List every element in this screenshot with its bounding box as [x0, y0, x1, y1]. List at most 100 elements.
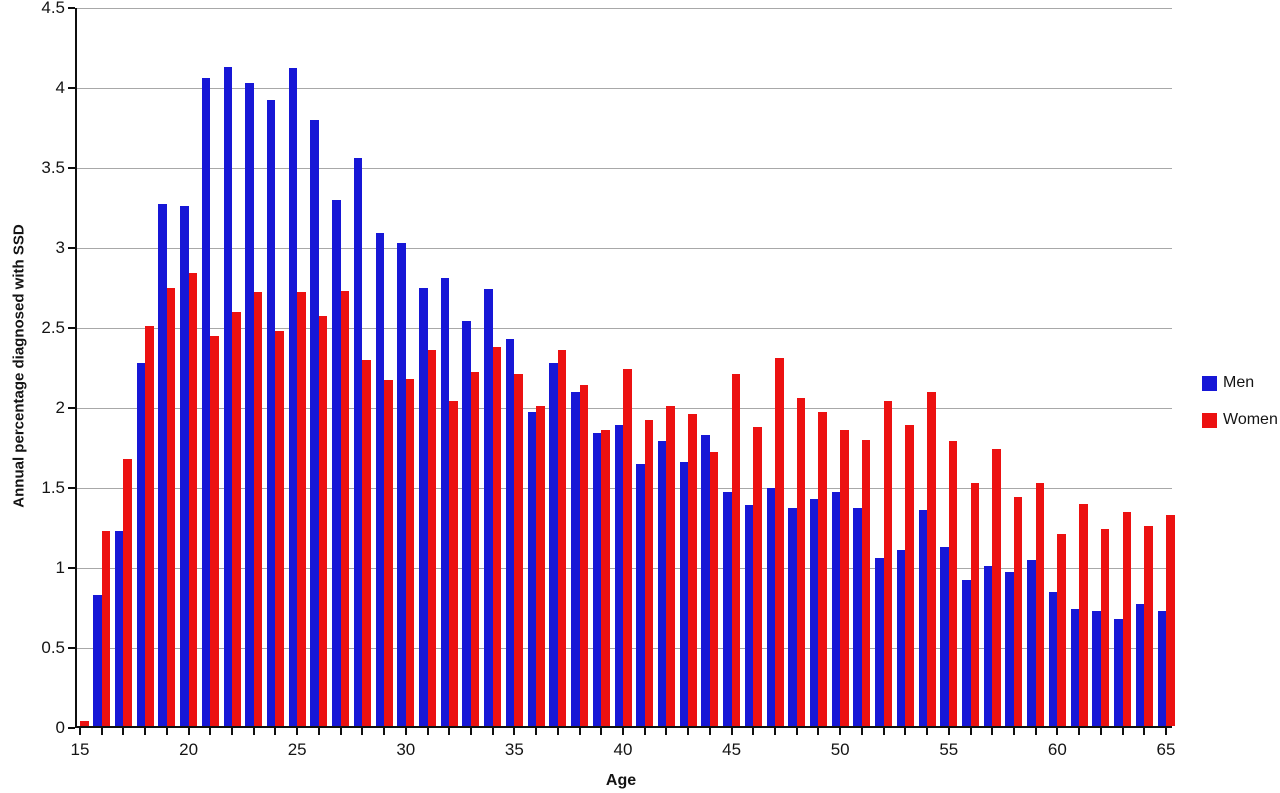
x-axis-tick [578, 728, 581, 735]
x-axis-tick [274, 728, 277, 735]
x-axis-tick [1121, 728, 1124, 735]
bar-men-20 [180, 206, 189, 726]
bar-women-18 [145, 326, 154, 726]
bar-women-59 [1035, 482, 1045, 726]
bar-men-40 [614, 425, 623, 726]
bar-men-18 [136, 362, 146, 726]
bar-men-41 [636, 463, 645, 726]
gridline-y-2.5 [77, 327, 1172, 329]
x-axis-tick [600, 728, 603, 735]
bar-women-65 [1166, 514, 1175, 726]
y-tick-label: 1.5 [41, 478, 65, 497]
x-axis-tick [79, 728, 81, 735]
x-axis-tick [513, 728, 516, 735]
x-axis-tick [209, 728, 212, 735]
bar-women-23 [253, 292, 263, 726]
x-tick-label: 35 [504, 740, 524, 759]
y-tick-label: 3.5 [41, 158, 65, 177]
x-axis-title: Age [605, 772, 637, 789]
bar-women-63 [1122, 511, 1132, 726]
bar-men-16 [93, 594, 102, 726]
bar-men-35 [505, 338, 515, 726]
x-axis-tick [795, 728, 798, 735]
bar-women-33 [470, 372, 480, 726]
gridline-y-3.5 [77, 167, 1172, 169]
y-axis-tick [68, 7, 75, 9]
bar-women-35 [514, 374, 523, 726]
bar-women-45 [731, 374, 741, 726]
x-axis-tick [231, 728, 234, 735]
bar-women-62 [1100, 529, 1110, 726]
x-tick-label: 60 [1047, 740, 1067, 759]
bar-men-49 [809, 498, 819, 726]
x-axis-tick [947, 728, 950, 735]
bar-men-50 [831, 492, 841, 726]
bar-men-22 [223, 66, 233, 726]
x-axis-tick [296, 728, 299, 735]
y-tick-label: 0.5 [41, 638, 65, 657]
x-axis-tick [404, 728, 407, 735]
bar-men-26 [310, 119, 319, 726]
x-axis-tick [361, 728, 364, 735]
y-axis-tick [68, 407, 75, 409]
y-tick-label: 3 [55, 238, 65, 257]
bar-women-38 [579, 385, 589, 726]
x-axis-tick [774, 728, 777, 735]
bar-men-52 [875, 558, 884, 726]
x-tick-label: 50 [830, 740, 850, 759]
bar-women-52 [883, 401, 893, 726]
x-axis-tick [860, 728, 863, 735]
bar-men-63 [1114, 618, 1123, 726]
bar-women-19 [166, 287, 176, 726]
bar-men-65 [1157, 610, 1166, 726]
bar-women-22 [232, 311, 241, 726]
bar-women-30 [405, 378, 415, 726]
bar-men-46 [744, 505, 754, 726]
y-axis-tick [68, 327, 75, 329]
x-tick-label: 15 [70, 740, 90, 759]
bar-women-48 [796, 398, 806, 726]
y-axis-tick [68, 247, 75, 249]
x-axis-tick [752, 728, 755, 735]
bar-women-40 [623, 369, 632, 726]
x-axis-tick [122, 728, 125, 735]
x-tick-label: 45 [722, 740, 742, 759]
bar-men-47 [766, 487, 776, 726]
x-axis-tick [926, 728, 929, 735]
bar-men-32 [440, 278, 450, 726]
bar-women-54 [927, 391, 936, 726]
bar-women-51 [861, 439, 871, 726]
bar-men-17 [114, 530, 124, 726]
bar-women-49 [818, 412, 827, 726]
bar-men-44 [701, 434, 710, 726]
bar-men-64 [1135, 604, 1145, 726]
y-axis-tick [68, 567, 75, 569]
y-axis-tick [68, 87, 75, 89]
bar-women-53 [905, 425, 914, 726]
bar-women-27 [340, 290, 350, 726]
bar-men-28 [353, 158, 363, 726]
bar-men-38 [571, 391, 580, 726]
x-axis-tick [622, 728, 624, 735]
x-axis-tick [643, 728, 646, 735]
x-axis-tick [969, 728, 972, 735]
bar-men-57 [983, 566, 993, 726]
bar-women-36 [536, 406, 545, 726]
x-axis-tick [165, 728, 168, 735]
bar-men-48 [788, 508, 797, 726]
y-axis-title: Annual percentage diagnosed with SSD [10, 224, 28, 508]
legend-item-men: Men [1202, 374, 1278, 392]
bar-women-15 [80, 721, 89, 726]
bar-women-58 [1013, 497, 1023, 726]
x-axis-tick [904, 728, 907, 735]
x-axis-tick [1034, 728, 1037, 735]
bar-men-19 [158, 204, 167, 726]
bar-men-37 [549, 362, 558, 726]
bar-women-43 [688, 414, 697, 726]
legend: Men Women [1202, 374, 1278, 448]
gridline-y-4 [77, 87, 1172, 89]
x-axis-tick [469, 728, 472, 735]
gridline-y-3 [77, 247, 1172, 249]
bar-men-25 [288, 68, 298, 726]
bar-men-56 [962, 580, 971, 726]
